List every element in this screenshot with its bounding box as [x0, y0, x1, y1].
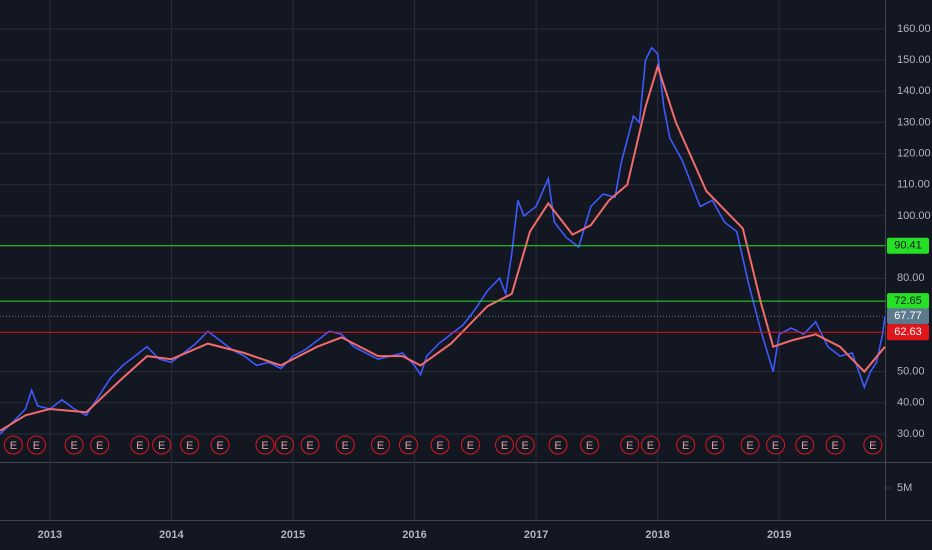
earnings-label: E — [405, 440, 412, 452]
level-label: 90.41 — [894, 240, 922, 252]
x-tick-label: 2016 — [402, 529, 426, 541]
earnings-label: E — [711, 440, 718, 452]
earnings-label: E — [521, 440, 528, 452]
earnings-label: E — [377, 440, 384, 452]
earnings-marker — [580, 435, 600, 455]
earnings-label: E — [801, 440, 808, 452]
earnings-marker — [548, 435, 568, 455]
level-label-box — [887, 324, 929, 341]
earnings-marker — [64, 435, 84, 455]
earnings-marker — [274, 435, 294, 455]
earnings-marker — [515, 435, 535, 455]
earnings-label: E — [33, 440, 40, 452]
earnings-label: E — [831, 440, 838, 452]
y-tick-label: 40.00 — [897, 397, 925, 409]
y-tick-label: 150.00 — [897, 54, 931, 66]
earnings-label: E — [647, 440, 654, 452]
earnings-label: E — [554, 440, 561, 452]
earnings-marker — [130, 435, 150, 455]
price-line — [0, 46, 886, 435]
earnings-marker — [210, 435, 230, 455]
earnings-label: E — [306, 440, 313, 452]
earnings-label: E — [501, 440, 508, 452]
earnings-label: E — [746, 440, 753, 452]
x-tick-label: 2013 — [38, 529, 62, 541]
earnings-marker — [494, 435, 514, 455]
earnings-marker — [705, 435, 725, 455]
earnings-marker — [3, 435, 23, 455]
earnings-label: E — [467, 440, 474, 452]
earnings-label: E — [682, 440, 689, 452]
earnings-marker — [152, 435, 172, 455]
level-label-box — [887, 237, 929, 254]
y-tick-label: 160.00 — [897, 23, 931, 35]
y-tick-label: 130.00 — [897, 116, 931, 128]
earnings-label: E — [70, 440, 77, 452]
level-label: 67.77 — [894, 310, 922, 322]
earnings-marker — [398, 435, 418, 455]
earnings-label: E — [186, 440, 193, 452]
y-tick-label: 100.00 — [897, 210, 931, 222]
earnings-marker — [640, 435, 660, 455]
earnings-label: E — [136, 440, 143, 452]
y-tick-label: 30.00 — [897, 428, 925, 440]
y-tick-label: 50.00 — [897, 366, 925, 378]
earnings-marker — [740, 435, 760, 455]
earnings-marker — [460, 435, 480, 455]
earnings-label: E — [158, 440, 165, 452]
earnings-marker — [620, 435, 640, 455]
earnings-label: E — [436, 440, 443, 452]
earnings-marker — [255, 435, 275, 455]
earnings-label: E — [869, 440, 876, 452]
x-tick-label: 2019 — [767, 529, 791, 541]
earnings-marker — [90, 435, 110, 455]
price-line — [0, 63, 886, 432]
y-tick-label: 120.00 — [897, 147, 931, 159]
earnings-label: E — [626, 440, 633, 452]
earnings-marker — [26, 435, 46, 455]
earnings-label: E — [281, 440, 288, 452]
earnings-marker — [676, 435, 696, 455]
earnings-label: E — [96, 440, 103, 452]
x-tick-label: 2015 — [281, 529, 305, 541]
x-tick-label: 2014 — [159, 529, 184, 541]
earnings-marker — [300, 435, 320, 455]
earnings-label: E — [216, 440, 223, 452]
earnings-label: E — [342, 440, 349, 452]
earnings-marker — [430, 435, 450, 455]
level-label: 62.63 — [894, 326, 922, 338]
earnings-label: E — [586, 440, 593, 452]
y-tick-label: 110.00 — [897, 179, 930, 191]
earnings-marker — [335, 435, 355, 455]
earnings-marker — [825, 435, 845, 455]
x-tick-label: 2018 — [645, 529, 669, 541]
x-tick-label: 2017 — [524, 529, 548, 541]
y-tick-label: 80.00 — [897, 272, 925, 284]
level-label: 72.65 — [894, 295, 922, 307]
earnings-label: E — [261, 440, 268, 452]
volume-tick-label: 5M — [897, 482, 912, 494]
earnings-marker — [180, 435, 200, 455]
earnings-label: E — [10, 440, 17, 452]
earnings-marker — [795, 435, 815, 455]
earnings-marker — [863, 435, 883, 455]
earnings-marker — [766, 435, 786, 455]
level-label-box — [887, 308, 929, 325]
y-tick-label: 140.00 — [897, 85, 931, 97]
level-label-box — [887, 293, 929, 310]
earnings-marker — [371, 435, 391, 455]
earnings-label: E — [772, 440, 779, 452]
